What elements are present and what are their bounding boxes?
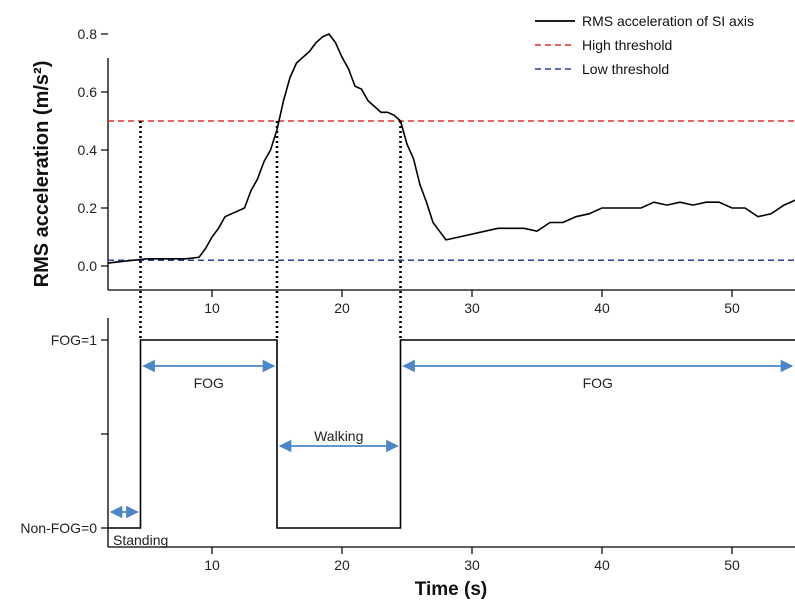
bottom-x-ticks: 10 20 30 40 50 [204,547,740,573]
top-x-tick-label: 30 [464,300,480,316]
annotation-label: FOG [583,375,613,391]
top-panel: 0.0 0.2 0.4 0.6 0.8 10 20 30 40 50 RMS accelerat… [31,26,795,316]
top-y-axis-label: RMS acceleration (m/s²) [31,61,53,288]
legend-rms-label: RMS acceleration of SI axis [582,13,754,29]
top-x-tick-label: 50 [724,300,740,316]
top-x-tick-label: 20 [334,300,350,316]
segment-annotations: FOG Walking FOG Standing [109,359,794,548]
legend: RMS acceleration of SI axis High thresho… [535,13,754,77]
bottom-x-tick-label: 30 [464,557,480,573]
bottom-x-tick-label: 20 [334,557,350,573]
bottom-x-axis-label: Time (s) [415,579,488,600]
top-y-tick-label: 0.4 [78,142,98,158]
top-x-tick-label: 10 [204,300,220,316]
legend-low-label: Low threshold [582,61,669,77]
top-y-tick-label: 0.8 [78,26,98,42]
bottom-x-tick-label: 10 [204,557,220,573]
top-y-tick-label: 0.2 [78,200,98,216]
annotation-label: FOG [194,375,224,391]
annotation-label: Standing [113,532,168,548]
top-x-ticks: 10 20 30 40 50 [204,290,740,316]
transition-connectors [139,121,402,340]
top-x-tick-label: 40 [594,300,610,316]
bottom-y-tick-label-fog: FOG=1 [51,332,98,348]
bottom-x-tick-label: 50 [724,557,740,573]
bottom-panel: FOG=1 Non-FOG=0 10 20 30 40 50 Time (s) FOG W… [20,318,795,600]
top-y-ticks: 0.0 0.2 0.4 0.6 0.8 [78,26,108,274]
legend-high-label: High threshold [582,37,672,53]
bottom-x-tick-label: 40 [594,557,610,573]
fog-state-signal [108,339,795,529]
annotation-label: Walking [314,428,363,444]
rms-acceleration-line [107,33,795,264]
top-y-tick-label: 0.6 [78,84,98,100]
top-y-tick-label: 0.0 [78,258,98,274]
bottom-y-tick-label-nonfog: Non-FOG=0 [20,520,97,536]
